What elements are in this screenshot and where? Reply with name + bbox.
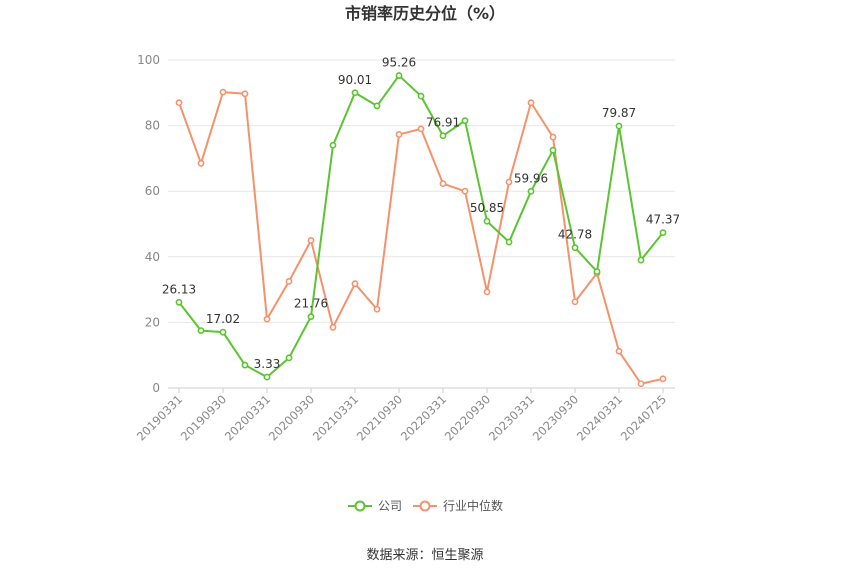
series-industry-median [175, 88, 667, 388]
data-label: 76.91 [426, 116, 460, 130]
data-point [351, 280, 359, 288]
data-point [571, 244, 579, 252]
series-company: 26.13 17.02 3.33 21.76 90.01 95.26 76.91 50.85 5… [162, 56, 680, 381]
x-tick-label: 20240725 [618, 392, 669, 443]
grid [168, 59, 675, 389]
data-point [549, 146, 557, 154]
data-point [263, 373, 271, 381]
data-label: 47.37 [646, 213, 680, 227]
data-point [395, 72, 403, 79]
chart-title: 市销率历史分位（%） [345, 4, 505, 23]
data-point [197, 327, 205, 334]
data-point [439, 180, 447, 188]
data-label: 42.78 [558, 228, 592, 242]
data-point [659, 229, 667, 237]
x-tick-label: 20230930 [530, 392, 581, 443]
data-point [637, 256, 645, 264]
data-point [373, 305, 381, 313]
data-label: 21.76 [294, 297, 328, 311]
y-tick-label: 80 [145, 119, 160, 133]
source-note: 数据来源：恒生聚源 [366, 548, 483, 563]
data-point [615, 122, 623, 130]
data-point [285, 277, 293, 285]
data-point [549, 133, 557, 141]
y-axis: 0 20 40 60 80 100 [137, 53, 160, 395]
data-point [329, 141, 337, 149]
data-point [307, 236, 315, 244]
data-label: 17.02 [206, 312, 240, 326]
data-point [175, 298, 183, 306]
data-point [527, 99, 535, 107]
data-point [571, 298, 579, 306]
y-tick-label: 40 [145, 250, 160, 264]
data-point [417, 92, 425, 100]
data-label: 95.26 [382, 56, 416, 70]
data-label: 59.96 [514, 171, 548, 185]
data-point [417, 125, 425, 133]
x-axis: 2019033120190930202003312020093020210331… [134, 388, 669, 444]
data-point [329, 323, 337, 331]
data-point [175, 99, 183, 107]
data-point [461, 117, 469, 125]
data-point [505, 178, 513, 186]
data-point [241, 90, 249, 98]
x-tick-label: 20200930 [266, 392, 317, 443]
x-tick-label: 20230331 [486, 392, 537, 443]
legend-swatch-marker [419, 500, 431, 512]
x-tick-label: 20190331 [134, 392, 185, 443]
data-point [439, 132, 447, 140]
data-point [659, 375, 667, 383]
x-tick-label: 20210930 [354, 392, 405, 443]
y-tick-label: 100 [137, 53, 160, 67]
data-point [483, 217, 491, 225]
x-tick-label: 20220331 [398, 392, 449, 443]
data-label: 90.01 [338, 73, 372, 87]
data-label: 50.85 [470, 201, 504, 215]
data-point [263, 315, 271, 323]
y-tick-label: 60 [145, 184, 160, 198]
data-point [219, 88, 227, 96]
x-tick-label: 20190930 [178, 392, 229, 443]
data-point [593, 268, 601, 275]
x-tick-label: 20210331 [310, 392, 361, 443]
data-point [285, 354, 293, 362]
data-point [307, 313, 315, 321]
y-tick-label: 20 [145, 315, 160, 329]
legend-swatch-marker [354, 500, 366, 512]
data-point [197, 159, 205, 167]
data-label: 79.87 [602, 106, 636, 120]
data-point [219, 328, 227, 336]
data-point [527, 187, 535, 195]
data-point [637, 380, 645, 388]
legend-item-company: 公司 [348, 499, 402, 513]
data-label: 3.33 [254, 357, 281, 371]
series-line [178, 74, 664, 379]
data-point [395, 131, 403, 138]
data-point [351, 89, 359, 97]
data-point [241, 361, 249, 369]
data-point [505, 238, 513, 246]
data-point [373, 102, 381, 110]
data-point [483, 288, 491, 296]
data-point [615, 347, 623, 355]
x-tick-label: 20200331 [222, 392, 273, 443]
data-label: 26.13 [162, 282, 196, 296]
data-point [461, 187, 469, 195]
x-tick-label: 20240331 [574, 392, 625, 443]
legend-item-industry-median: 行业中位数 [413, 498, 503, 513]
y-tick-label: 0 [152, 381, 160, 395]
series-layer: 26.13 17.02 3.33 21.76 90.01 95.26 76.91 50.85 5… [162, 56, 680, 388]
legend-label: 公司 [378, 499, 402, 513]
x-tick-label: 20220930 [442, 392, 493, 443]
legend: 公司 行业中位数 [348, 498, 503, 513]
legend-label: 行业中位数 [443, 498, 503, 513]
